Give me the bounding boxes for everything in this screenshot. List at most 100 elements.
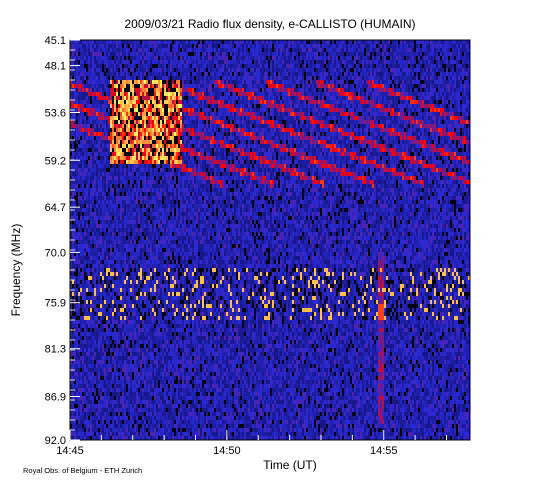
- heatmap-cell: [158, 268, 160, 272]
- heatmap-cell: [116, 212, 118, 216]
- heatmap-cell: [158, 120, 160, 124]
- heatmap-cell: [78, 312, 80, 316]
- heatmap-cell: [132, 284, 134, 288]
- heatmap-cell: [124, 48, 126, 52]
- heatmap-cell: [92, 392, 94, 396]
- heatmap-cell: [162, 100, 164, 104]
- heatmap-cell: [102, 376, 104, 380]
- heatmap-cell: [126, 384, 128, 388]
- heatmap-cell: [106, 160, 108, 164]
- heatmap-cell: [76, 316, 78, 320]
- heatmap-cell: [78, 232, 80, 236]
- heatmap-cell: [76, 92, 78, 96]
- heatmap-cell: [90, 144, 92, 148]
- heatmap-cell: [128, 184, 130, 188]
- heatmap-cell: [138, 104, 140, 108]
- heatmap-cell: [102, 360, 104, 364]
- heatmap-cell: [106, 244, 108, 248]
- heatmap-cell: [148, 388, 150, 392]
- heatmap-cell: [84, 216, 86, 220]
- heatmap-cell: [102, 44, 104, 48]
- heatmap-cell: [76, 120, 78, 124]
- heatmap-cell: [138, 88, 140, 92]
- heatmap-cell: [82, 360, 84, 364]
- heatmap-cell: [122, 104, 124, 108]
- heatmap-cell: [120, 360, 122, 364]
- heatmap-cell: [144, 348, 146, 352]
- heatmap-cell: [144, 360, 146, 364]
- heatmap-cell: [78, 424, 80, 428]
- heatmap-cell: [98, 200, 100, 204]
- heatmap-cell: [160, 172, 162, 176]
- heatmap-cell: [76, 392, 78, 396]
- heatmap-cell: [128, 308, 130, 312]
- heatmap-cell: [138, 72, 140, 76]
- heatmap-cell: [118, 44, 120, 48]
- heatmap-cell: [130, 336, 132, 340]
- heatmap-cell: [96, 68, 98, 72]
- heatmap-cell: [136, 428, 138, 432]
- heatmap-cell: [82, 252, 84, 256]
- heatmap-cell: [144, 88, 146, 92]
- heatmap-cell: [138, 292, 140, 296]
- heatmap-cell: [82, 40, 84, 44]
- heatmap-cell: [142, 244, 144, 248]
- heatmap-cell: [142, 172, 144, 176]
- heatmap-cell: [100, 60, 102, 64]
- heatmap-cell: [90, 212, 92, 216]
- heatmap-cell: [132, 288, 134, 292]
- heatmap-cell: [82, 404, 84, 408]
- heatmap-cell: [124, 312, 126, 316]
- heatmap-cell: [156, 304, 158, 308]
- heatmap-cell: [122, 220, 124, 224]
- heatmap-cell: [118, 92, 120, 96]
- heatmap-cell: [162, 308, 164, 312]
- heatmap-cell: [130, 424, 132, 428]
- heatmap-cell: [162, 368, 164, 372]
- heatmap-cell: [132, 76, 134, 80]
- heatmap-cell: [166, 80, 168, 84]
- heatmap-cell: [168, 416, 170, 420]
- heatmap-cell: [154, 256, 156, 260]
- heatmap-cell: [112, 172, 114, 176]
- heatmap-cell: [124, 76, 126, 80]
- heatmap-cell: [126, 272, 128, 276]
- heatmap-cell: [120, 116, 122, 120]
- heatmap-cell: [88, 420, 90, 424]
- heatmap-cell: [122, 272, 124, 276]
- heatmap-cell: [102, 100, 104, 104]
- heatmap-cell: [158, 160, 160, 164]
- heatmap-cell: [76, 404, 78, 408]
- heatmap-cell: [90, 376, 92, 380]
- heatmap-cell: [102, 408, 104, 412]
- heatmap-cell: [106, 136, 108, 140]
- heatmap-cell: [122, 176, 124, 180]
- heatmap-cell: [126, 356, 128, 360]
- heatmap-cell: [94, 120, 96, 124]
- heatmap-cell: [136, 412, 138, 416]
- heatmap-cell: [142, 344, 144, 348]
- heatmap-cell: [106, 328, 108, 332]
- heatmap-cell: [108, 324, 110, 328]
- heatmap-cell: [80, 232, 82, 236]
- heatmap-cell: [144, 96, 146, 100]
- heatmap-cell: [108, 76, 110, 80]
- heatmap-cell: [86, 192, 88, 196]
- heatmap-cell: [128, 344, 130, 348]
- heatmap-cell: [84, 420, 86, 424]
- heatmap-cell: [114, 392, 116, 396]
- heatmap-cell: [162, 172, 164, 176]
- heatmap-cell: [94, 412, 96, 416]
- heatmap-cell: [100, 196, 102, 200]
- heatmap-cell: [142, 392, 144, 396]
- heatmap-cell: [86, 180, 88, 184]
- heatmap-cell: [110, 180, 112, 184]
- heatmap-cell: [160, 216, 162, 220]
- heatmap-cell: [168, 56, 170, 60]
- heatmap-cell: [156, 296, 158, 300]
- heatmap-cell: [132, 320, 134, 324]
- heatmap-cell: [154, 192, 156, 196]
- heatmap-cell: [112, 324, 114, 328]
- heatmap-cell: [100, 252, 102, 256]
